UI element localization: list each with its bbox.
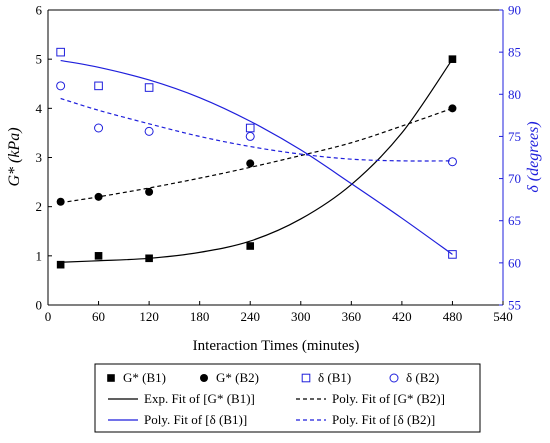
y-right-tick-label: 80 (508, 87, 521, 102)
legend-marker (200, 374, 208, 382)
fit-line (60, 107, 453, 204)
x-tick-label: 240 (240, 309, 260, 324)
data-point (145, 254, 153, 263)
legend-label: δ (B2) (406, 370, 439, 385)
data-point (144, 83, 154, 92)
legend-box (94, 363, 481, 433)
y-right-tick-label: 65 (508, 213, 521, 228)
fit-line (60, 58, 453, 263)
data-point (56, 260, 65, 269)
x-tick-label: 180 (190, 309, 210, 324)
y-left-tick-label: 0 (36, 298, 43, 313)
data-point (448, 104, 457, 113)
data-point (447, 157, 457, 167)
x-tick-label: 540 (493, 309, 513, 324)
bottom-axis-ticks: 0 60 120 180 240 300 360 420 480 540 (45, 301, 513, 324)
data-point (56, 81, 66, 91)
data-point (145, 187, 154, 196)
legend-label: Poly. Fit of [δ (B1)] (144, 412, 247, 427)
x-tick-label: 60 (92, 309, 105, 324)
y-axis-left-label: G* (kPa) (6, 127, 23, 186)
legend-label: G* (B2) (216, 370, 259, 385)
data-point (56, 47, 65, 57)
x-tick-label: 360 (342, 309, 362, 324)
y-right-tick-label: 55 (508, 298, 521, 313)
x-tick-label: 300 (291, 309, 311, 324)
legend: G* (B1) G* (B2) δ (B1) δ (B2) Exp. Fit of [G… (94, 363, 481, 433)
legend-label: Poly. Fit of [G* (B2)] (332, 391, 445, 406)
x-axis-label: Interaction Times (minutes) (193, 338, 360, 354)
legend-label: Exp. Fit of [G* (B1)] (144, 391, 255, 406)
legend-marker (301, 373, 311, 383)
x-tick-label: 480 (443, 309, 463, 324)
y-right-tick-label: 90 (508, 3, 521, 18)
data-point (94, 252, 103, 260)
y-axis-right-label: δ (degrees) (525, 121, 542, 192)
legend-label: δ (B1) (318, 370, 351, 385)
data-point (245, 123, 255, 133)
legend-marker (389, 373, 399, 383)
y-left-tick-label: 4 (36, 101, 43, 116)
data-point (448, 250, 457, 259)
y-left-tick-label: 6 (36, 3, 43, 18)
fit-line (60, 97, 453, 162)
data-point (245, 131, 255, 141)
data-point (144, 126, 154, 136)
y-left-tick-label: 5 (36, 52, 43, 67)
plot-frame (47, 9, 504, 306)
data-point (94, 192, 103, 201)
y-left-tick-label: 3 (36, 150, 43, 165)
y-right-tick-label: 60 (508, 255, 521, 270)
x-tick-label: 420 (392, 309, 412, 324)
x-tick-label: 120 (139, 309, 159, 324)
y-right-tick-label: 75 (508, 129, 521, 144)
data-point (56, 197, 65, 206)
data-markers (56, 47, 457, 269)
y-right-tick-label: 85 (508, 45, 521, 60)
data-point (94, 81, 103, 91)
right-axis-ticks: 55 60 65 70 75 80 85 90 (499, 3, 521, 313)
data-point (94, 123, 104, 133)
legend-label: G* (B1) (123, 370, 166, 385)
y-right-tick-label: 70 (508, 171, 521, 186)
y-left-tick-label: 1 (36, 248, 43, 263)
data-point (448, 55, 457, 63)
y-left-tick-label: 2 (36, 199, 43, 214)
left-axis-ticks: 0 1 2 3 4 5 6 (36, 3, 52, 313)
data-point (246, 159, 255, 168)
fit-lines (60, 58, 453, 263)
legend-label: Poly. Fit of [δ (B2)] (332, 412, 435, 427)
fit-line (60, 59, 453, 255)
data-point (246, 242, 255, 250)
x-tick-label: 0 (45, 309, 52, 324)
legend-marker (107, 374, 115, 382)
